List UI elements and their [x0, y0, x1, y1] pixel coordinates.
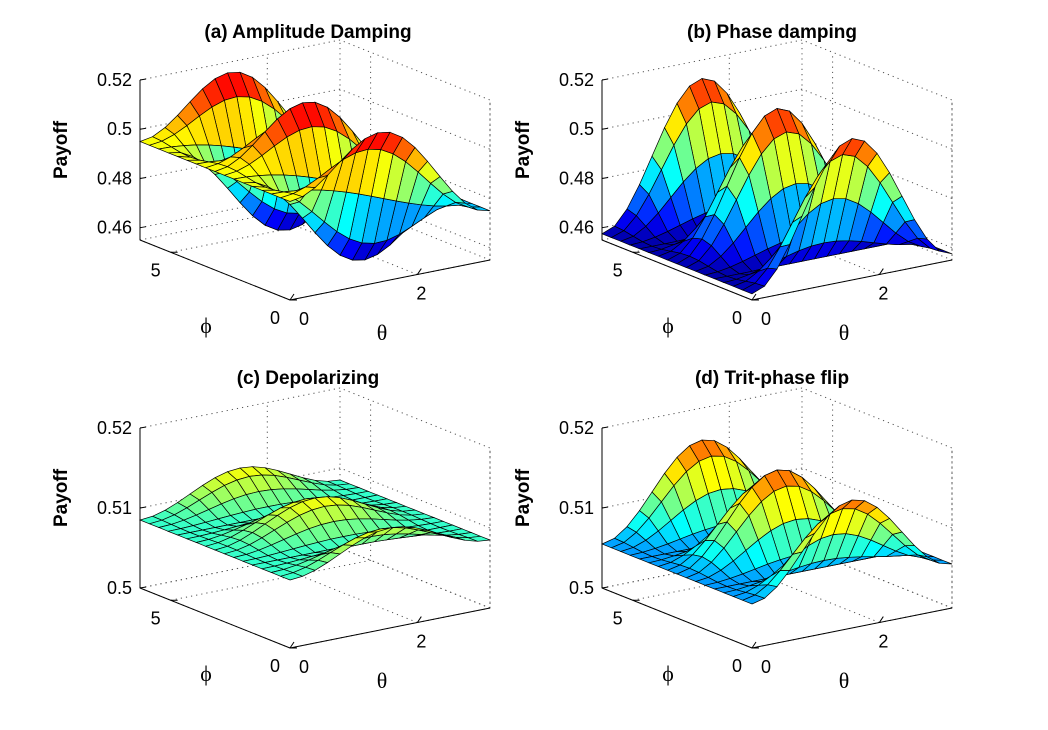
z-tick: [140, 587, 146, 588]
x-axis-label: θ: [839, 320, 850, 345]
z-tick-label: 0.5: [569, 119, 594, 139]
z-tick-label: 0.52: [559, 418, 594, 438]
z-tick: [602, 507, 608, 508]
x-axis-label: θ: [377, 668, 388, 693]
subplot-title: (b) Phase damping: [687, 22, 857, 43]
z-tick: [602, 227, 608, 228]
z-grid-line: [140, 40, 490, 100]
y-tick-label: 5: [613, 260, 623, 280]
x-axis-label: θ: [377, 320, 388, 345]
z-tick-label: 0.5: [107, 119, 132, 139]
x-tick-label: 2: [878, 632, 888, 652]
y-axis-label: ϕ: [200, 313, 212, 338]
y-tick-label: 0: [732, 308, 742, 328]
x-tick-label: 0: [761, 309, 771, 329]
y-tick-label: 5: [151, 260, 161, 280]
y-tick-label: 0: [732, 656, 742, 676]
x-tick-label: 0: [299, 657, 309, 677]
y-tick-label: 5: [613, 608, 623, 628]
y-axis-line: [140, 588, 290, 648]
subplot-title: (d) Trit-phase flip: [695, 368, 849, 389]
z-tick-label: 0.48: [559, 168, 594, 188]
x-axis-line: [752, 608, 952, 648]
z-tick: [602, 587, 608, 588]
y-axis-label: ϕ: [662, 661, 674, 686]
z-tick: [140, 507, 146, 508]
x-tick-label: 2: [416, 632, 426, 652]
z-axis-label: Payoff: [51, 468, 72, 527]
y-axis-line: [602, 588, 752, 648]
z-tick: [140, 177, 146, 178]
z-tick-label: 0.48: [97, 168, 132, 188]
payoff-surface: [140, 72, 490, 260]
y-axis-label: ϕ: [662, 313, 674, 338]
x-tick-label: 2: [416, 284, 426, 304]
z-axis-label: Payoff: [513, 120, 534, 179]
x-tick-label: 0: [761, 657, 771, 677]
z-grid-line: [602, 388, 952, 448]
payoff-surface: [602, 440, 952, 604]
subplot-phase-damping: 0.46 0.48 0.5 0.52 0 2 0 5 θ ϕ Payoff (b) Phase dam…: [513, 22, 952, 345]
z-tick-label: 0.46: [559, 218, 594, 238]
z-tick-label: 0.52: [97, 418, 132, 438]
z-axis-label: Payoff: [51, 120, 72, 179]
z-tick: [140, 427, 146, 428]
subplot-title: (c) Depolarizing: [237, 368, 380, 389]
y-axis-line: [140, 240, 290, 300]
z-axis-label: Payoff: [513, 468, 534, 527]
y-tick-label: 5: [151, 608, 161, 628]
z-grid-line: [140, 388, 490, 448]
figure: 0.460.480.50.520205θϕPayoff(a) Amplitude…: [0, 0, 1048, 730]
y-axis-label: ϕ: [200, 661, 212, 686]
x-axis-label: θ: [839, 668, 850, 693]
z-tick: [140, 227, 146, 228]
x-axis-line: [290, 260, 490, 300]
subplot-trit-phase-flip: 0.5 0.51 0.52 0 2 0 5 θ ϕ Payoff (d) Trit-phase fl…: [513, 368, 952, 693]
grid-line: [340, 548, 490, 608]
x-tick-label: 2: [878, 284, 888, 304]
z-tick: [140, 128, 146, 129]
z-tick-label: 0.52: [97, 70, 132, 90]
z-tick: [602, 79, 608, 80]
y-tick-label: 0: [270, 308, 280, 328]
z-tick-label: 0.5: [569, 578, 594, 598]
z-tick: [140, 79, 146, 80]
z-tick-label: 0.46: [97, 218, 132, 238]
z-tick-label: 0.51: [97, 498, 132, 518]
x-axis-line: [290, 608, 490, 648]
subplot-title: (a) Amplitude Damping: [204, 22, 411, 43]
x-axis-line: [752, 260, 952, 300]
z-tick-label: 0.52: [559, 70, 594, 90]
x-tick-label: 0: [299, 309, 309, 329]
y-tick-label: 0: [270, 656, 280, 676]
subplot-amplitude-damping: 0.46 0.48 0.5 0.52 0 2 0 5 θ ϕ Payoff (a) Amplitude…: [51, 22, 490, 345]
z-tick: [602, 177, 608, 178]
z-tick-label: 0.5: [107, 578, 132, 598]
z-tick: [602, 427, 608, 428]
z-grid-line: [602, 40, 952, 100]
z-tick-label: 0.51: [559, 498, 594, 518]
payoff-surface: [140, 467, 490, 580]
z-tick: [602, 128, 608, 129]
subplot-depolarizing: 0.5 0.51 0.52 0 2 0 5 θ ϕ Payoff (c) Depolarizing: [51, 368, 490, 693]
